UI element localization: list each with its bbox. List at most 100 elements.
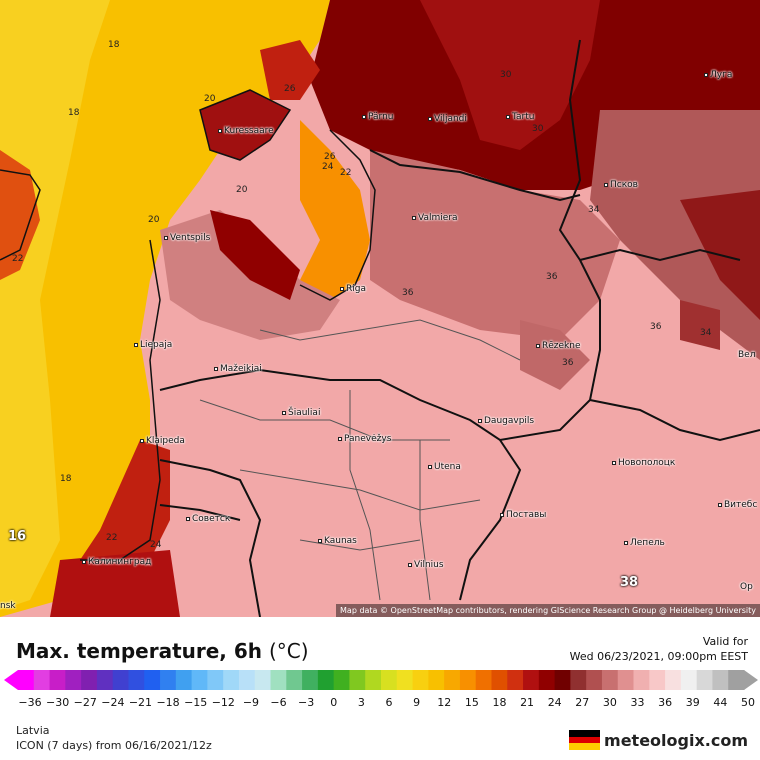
city-marker-icon — [506, 114, 510, 119]
city-label[interactable]: Daugavpils — [478, 416, 534, 426]
region-label: Latvia — [16, 724, 50, 737]
colorbar-segment — [696, 670, 713, 690]
city-marker-icon — [318, 538, 322, 543]
colorbar-segment — [112, 670, 129, 690]
colorbar-segment — [507, 670, 524, 690]
city-label[interactable]: Riga — [340, 284, 366, 294]
isotherm-label: 30 — [500, 70, 512, 80]
colorbar-tick-label: 18 — [492, 696, 507, 709]
colorbar-left-arrow — [4, 670, 18, 690]
colorbar-tick-label: 27 — [575, 696, 590, 709]
city-label[interactable]: Panevėžys — [338, 434, 391, 444]
city-label[interactable]: Šiauliai — [282, 408, 320, 418]
colorbar-segment — [570, 670, 587, 690]
colorbar-right-arrow — [744, 670, 758, 690]
city-label[interactable]: Поставы — [500, 510, 546, 520]
city-label[interactable]: Лепель — [624, 538, 665, 548]
isotherm-label: 26 — [324, 152, 336, 162]
isotherm-label: 24 — [150, 540, 162, 550]
isotherm-label: 18 — [108, 40, 120, 50]
city-label[interactable]: Klaipeda — [140, 436, 185, 446]
map-attribution[interactable]: Map data © OpenStreetMap contributors, r… — [336, 604, 760, 617]
colorbar-segment — [601, 670, 619, 690]
city-label[interactable]: Kuressaare — [218, 126, 274, 136]
city-label[interactable]: Калининград — [82, 557, 151, 567]
city-label[interactable]: Псков — [604, 180, 638, 190]
colorbar-segment — [523, 670, 540, 690]
isotherm-label-large: 38 — [620, 575, 639, 590]
city-label[interactable]: Ор — [740, 582, 753, 592]
city-marker-icon — [612, 460, 616, 465]
city-label[interactable]: Tartu — [506, 112, 534, 122]
city-marker-icon — [500, 512, 504, 517]
city-marker-icon — [408, 562, 412, 567]
colorbar-segment — [412, 670, 429, 690]
isotherm-label: 20 — [204, 94, 216, 104]
colorbar-segment — [728, 670, 745, 690]
city-label[interactable]: Советск — [186, 514, 230, 524]
colorbar-segment — [128, 670, 145, 690]
city-marker-icon — [624, 540, 628, 545]
city-label[interactable]: Liepaja — [134, 340, 172, 350]
isotherm-label: 22 — [12, 254, 24, 264]
colorbar-segment — [18, 670, 35, 690]
city-label[interactable]: Rēzekne — [536, 341, 581, 351]
isotherm-label: 34 — [700, 328, 712, 338]
colorbar-segment — [444, 670, 461, 690]
city-marker-icon — [140, 438, 144, 443]
colorbar-segment — [49, 670, 66, 690]
color-scale-bar — [4, 670, 758, 690]
city-marker-icon — [340, 286, 344, 291]
brand-logo[interactable]: meteologix.com — [569, 730, 748, 751]
colorbar-segment — [554, 670, 571, 690]
germany-flag-icon — [569, 730, 601, 751]
colorbar-tick-label: 36 — [658, 696, 673, 709]
city-marker-icon — [718, 502, 722, 507]
city-label[interactable]: Ventspils — [164, 233, 210, 243]
city-label[interactable]: Pärnu — [362, 112, 394, 122]
colorbar-segment — [428, 670, 445, 690]
colorbar-tick-label: −27 — [73, 696, 97, 709]
colorbar-tick-label: 24 — [547, 696, 562, 709]
colorbar-segment — [617, 670, 635, 690]
city-label[interactable]: Utena — [428, 462, 461, 472]
city-marker-icon — [704, 72, 708, 77]
colorbar-tick-label: 21 — [520, 696, 535, 709]
colorbar-tick-label: 15 — [464, 696, 479, 709]
isotherm-label: 18 — [68, 108, 80, 118]
valid-for-label: Valid for — [702, 635, 748, 648]
city-marker-icon — [134, 342, 138, 347]
city-label[interactable]: Valmiera — [412, 213, 458, 223]
isotherm-label: 20 — [148, 215, 160, 225]
colorbar-segment — [160, 670, 177, 690]
city-label[interactable]: Mažeikiai — [214, 364, 262, 374]
colorbar-segment — [270, 670, 287, 690]
city-marker-icon — [428, 464, 432, 469]
colorbar-segment — [191, 670, 208, 690]
isotherm-label-large: 16 — [8, 529, 27, 544]
city-label[interactable]: Viljandi — [428, 114, 467, 124]
city-label[interactable]: Kaunas — [318, 536, 357, 546]
city-label[interactable]: Луга — [704, 70, 732, 80]
temperature-field — [0, 0, 760, 617]
colorbar-segment — [254, 670, 272, 690]
colorbar-segment — [396, 670, 414, 690]
city-label[interactable]: Vilnius — [408, 560, 444, 570]
isotherm-label: 24 — [322, 162, 334, 172]
city-label[interactable]: Вел — [738, 350, 756, 360]
city-marker-icon — [478, 418, 482, 423]
isotherm-label: 30 — [532, 124, 544, 134]
city-label[interactable]: Витебс — [718, 500, 757, 510]
colorbar-tick-label: −36 — [18, 696, 42, 709]
colorbar-segment — [538, 670, 556, 690]
city-label[interactable]: nsk — [0, 601, 16, 611]
isotherm-label: 18 — [60, 474, 72, 484]
brand-name: meteologix.com — [604, 730, 748, 750]
colorbar-segment — [665, 670, 682, 690]
city-label[interactable]: Новополоцк — [612, 458, 675, 468]
colorbar-segment — [365, 670, 382, 690]
colorbar-tick-label: −9 — [242, 696, 260, 709]
weather-map[interactable]: Pärnu Viljandi Tartu Луга Kuressaare Пск… — [0, 0, 760, 617]
colorbar-segment — [175, 670, 193, 690]
city-marker-icon — [82, 559, 86, 564]
